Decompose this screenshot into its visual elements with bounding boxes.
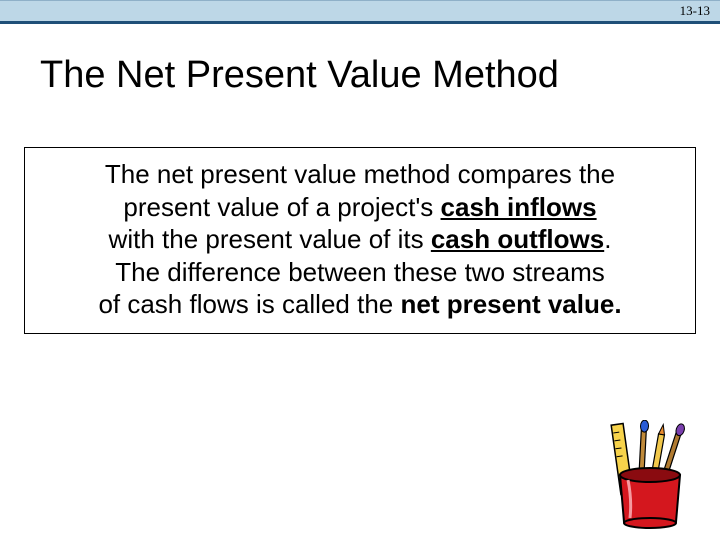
slide-number: 13-13: [680, 3, 710, 19]
body-line-1: The net present value method compares th…: [105, 159, 615, 189]
header-bar: 13-13: [0, 0, 720, 24]
cash-outflows-term: cash outflows: [431, 224, 604, 254]
npv-term: net present value.: [400, 289, 621, 319]
body-text-box: The net present value method compares th…: [24, 147, 696, 334]
body-line-5a: of cash flows is called the: [98, 289, 400, 319]
pencil-cup-icon: [600, 420, 700, 530]
cash-inflows-term: cash inflows: [441, 192, 597, 222]
body-line-2a: present value of a project's: [123, 192, 440, 222]
body-line-3a: with the present value of its: [109, 224, 431, 254]
body-paragraph: The net present value method compares th…: [31, 158, 689, 321]
slide-title: The Net Present Value Method: [40, 54, 720, 97]
body-line-3c: .: [604, 224, 611, 254]
body-line-4: The difference between these two streams: [115, 257, 604, 287]
